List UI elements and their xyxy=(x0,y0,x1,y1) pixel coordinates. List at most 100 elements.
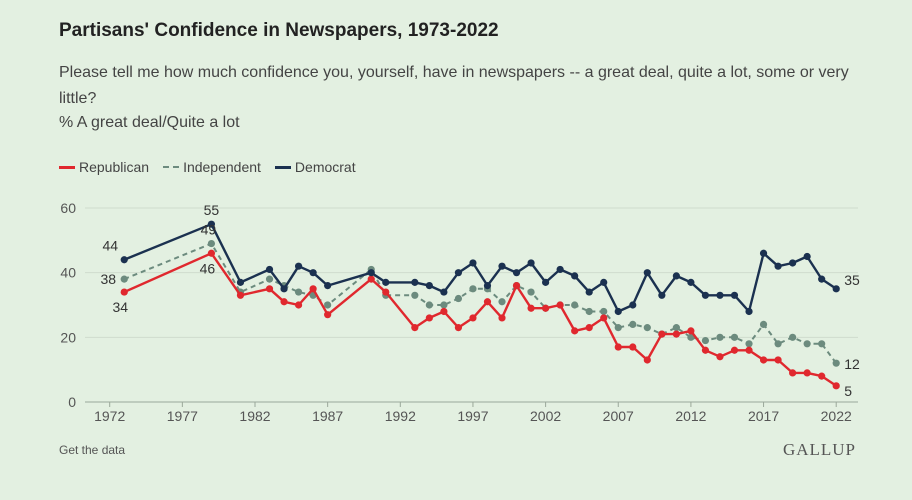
data-label-democrat: 35 xyxy=(844,272,860,288)
data-point-republican xyxy=(454,324,463,332)
data-label-republican: 46 xyxy=(200,260,216,276)
data-point-republican xyxy=(600,314,608,322)
data-point-democrat xyxy=(585,288,593,296)
data-point-independent xyxy=(600,307,608,316)
chart-subtitle: Please tell me how much confidence you, … xyxy=(59,64,849,107)
data-point-democrat xyxy=(614,307,622,316)
data-point-democrat xyxy=(309,269,317,277)
data-point-republican xyxy=(207,249,216,257)
data-point-democrat xyxy=(745,307,753,316)
x-tick-label: 2012 xyxy=(675,408,706,424)
data-point-republican xyxy=(265,285,274,293)
data-point-republican xyxy=(542,304,550,312)
data-point-republican xyxy=(774,356,782,364)
x-tick-label: 1987 xyxy=(312,408,343,424)
data-point-democrat xyxy=(425,282,433,290)
legend-swatch-independent xyxy=(163,166,180,168)
data-point-democrat xyxy=(382,278,390,286)
series-line-republican xyxy=(123,252,837,387)
data-point-republican xyxy=(832,382,840,390)
data-point-democrat xyxy=(672,272,680,280)
data-point-republican xyxy=(483,298,492,306)
data-point-democrat xyxy=(527,259,535,267)
data-point-republican xyxy=(527,304,535,312)
legend-swatch-republican xyxy=(59,165,75,169)
data-point-republican xyxy=(309,285,317,293)
legend-label-independent: Independent xyxy=(183,159,261,175)
data-point-independent xyxy=(629,320,637,328)
data-point-independent xyxy=(832,359,840,367)
data-point-democrat xyxy=(789,259,797,267)
data-label-republican: 5 xyxy=(844,383,852,399)
x-tick-label: 1997 xyxy=(457,408,488,424)
data-point-independent xyxy=(687,333,695,341)
data-point-democrat xyxy=(498,262,506,270)
data-point-republican xyxy=(556,301,564,309)
x-tick-label: 1977 xyxy=(167,408,198,424)
data-point-independent xyxy=(803,340,811,348)
x-tick-label: 2002 xyxy=(530,408,561,424)
data-point-republican xyxy=(324,311,332,319)
data-point-democrat xyxy=(294,262,303,270)
data-point-democrat xyxy=(730,291,739,299)
data-point-independent xyxy=(411,291,419,299)
data-point-democrat xyxy=(207,220,216,228)
x-tick-label: 2007 xyxy=(603,408,634,424)
data-point-democrat xyxy=(803,252,811,261)
data-point-independent xyxy=(454,294,463,303)
data-point-democrat xyxy=(542,278,550,286)
data-label-republican: 34 xyxy=(112,299,128,315)
data-point-independent xyxy=(716,333,724,341)
x-tick-label: 1992 xyxy=(385,408,416,424)
x-tick-label: 1972 xyxy=(94,408,125,424)
data-point-democrat xyxy=(759,249,768,257)
y-tick-label: 0 xyxy=(68,394,76,410)
data-point-republican xyxy=(643,356,651,364)
data-point-independent xyxy=(527,288,535,296)
legend-label-democrat: Democrat xyxy=(294,159,356,175)
data-point-independent xyxy=(614,324,622,332)
data-point-independent xyxy=(425,301,433,309)
data-point-republican xyxy=(120,288,128,296)
data-label-democrat: 44 xyxy=(102,238,118,254)
data-point-independent xyxy=(818,340,826,348)
data-point-independent xyxy=(774,340,782,348)
data-point-republican xyxy=(585,324,593,332)
legend-item-democrat: Democrat xyxy=(274,159,356,175)
x-tick-label: 2017 xyxy=(748,408,779,424)
data-point-republican xyxy=(469,314,477,322)
data-point-democrat xyxy=(411,278,419,286)
data-label-independent: 12 xyxy=(844,356,860,372)
data-point-democrat xyxy=(483,282,492,290)
data-point-democrat xyxy=(629,301,637,309)
data-point-democrat xyxy=(571,272,579,280)
data-point-republican xyxy=(411,324,419,332)
data-point-independent xyxy=(759,320,768,328)
data-point-independent xyxy=(643,324,651,332)
data-point-independent xyxy=(585,307,593,316)
y-tick-label: 40 xyxy=(60,265,76,281)
data-point-republican xyxy=(512,282,521,290)
data-point-republican xyxy=(440,307,448,316)
data-label-democrat: 55 xyxy=(204,202,220,218)
data-point-republican xyxy=(382,288,390,296)
data-point-democrat xyxy=(367,269,375,277)
data-point-republican xyxy=(701,346,710,354)
data-point-republican xyxy=(294,301,303,309)
data-point-independent xyxy=(498,298,506,306)
data-point-republican xyxy=(672,330,680,338)
data-point-independent xyxy=(120,275,128,283)
data-point-democrat xyxy=(469,259,477,267)
data-point-independent xyxy=(730,333,739,341)
data-point-republican xyxy=(367,275,375,283)
data-point-independent xyxy=(789,333,797,341)
data-point-independent xyxy=(294,288,303,296)
data-point-republican xyxy=(236,291,245,299)
data-point-independent xyxy=(265,275,274,283)
data-point-democrat xyxy=(454,269,463,277)
get-data-link[interactable]: Get the data xyxy=(59,443,126,457)
data-point-democrat xyxy=(687,278,695,286)
data-point-independent xyxy=(324,301,332,309)
data-point-democrat xyxy=(701,291,710,299)
